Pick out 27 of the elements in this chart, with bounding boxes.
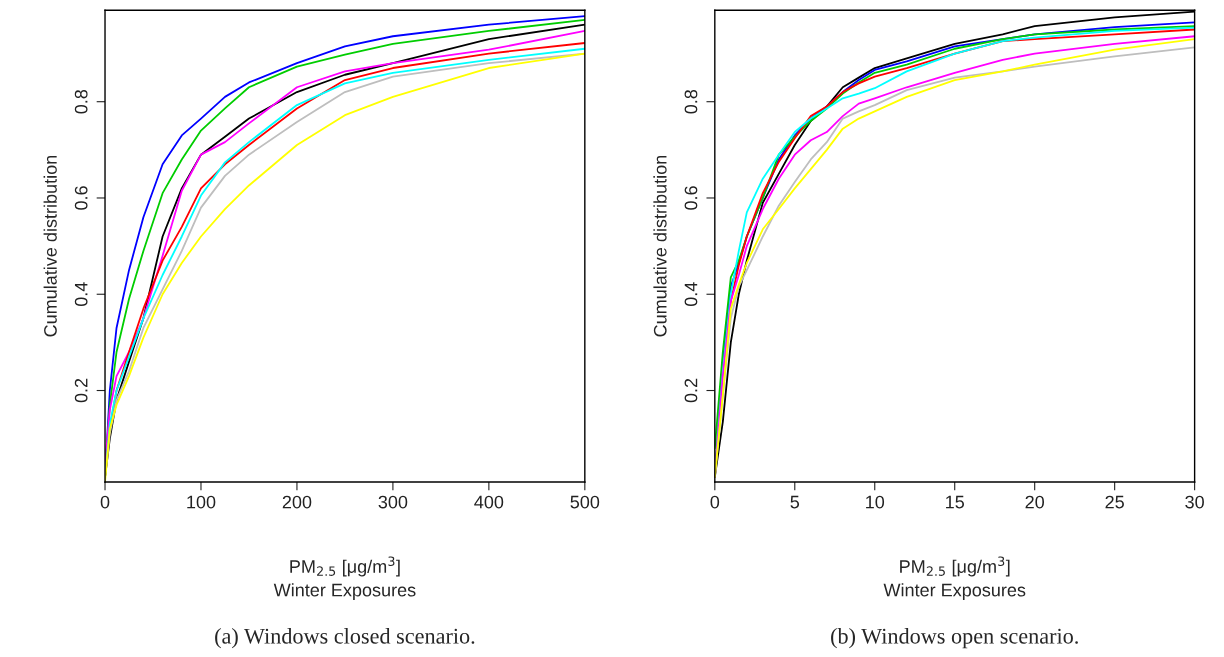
- x-tick-label: 20: [1025, 495, 1045, 509]
- x-tick-label: 500: [570, 495, 600, 509]
- y-tick-label: 0.6: [74, 186, 88, 210]
- x-tick-label: 25: [1105, 495, 1124, 509]
- y-tick-label: 0.4: [684, 282, 698, 307]
- x-tick-label: 100: [187, 495, 216, 509]
- x-tick-label: 0: [100, 495, 110, 509]
- y-tick-label: 0.2: [684, 378, 698, 403]
- x-tick-label: 30: [1185, 495, 1204, 509]
- y-tick-label: 0.8: [684, 89, 698, 114]
- x-tick-label: 5: [790, 495, 800, 509]
- y-tick-label: 0.2: [74, 378, 88, 403]
- y-tick-label: 0.6: [684, 186, 698, 210]
- x-tick-label: 300: [378, 495, 408, 509]
- text: (a) Windows closed scenario.: [215, 628, 475, 649]
- x-axis-title: PM$_{2.5}$ [μg/m$^{3}$] Winter Exposures: [273, 556, 416, 601]
- x-tick-label: 400: [474, 495, 504, 509]
- y-tick-label: 0.8: [74, 89, 88, 114]
- x-tick-label: 10: [866, 495, 885, 509]
- y-axis-title: Cumulative distribution: [653, 155, 667, 337]
- text: (b) Windows open scenario.: [831, 628, 1078, 649]
- x-tick-label: 200: [282, 495, 312, 509]
- x-tick-label: 0: [710, 495, 720, 509]
- y-axis-title: Cumulative distribution: [43, 155, 57, 337]
- x-tick-label: 15: [946, 495, 965, 509]
- y-tick-label: 0.4: [74, 282, 88, 307]
- x-axis-title: PM$_{2.5}$ [μg/m$^{3}$] Winter Exposures: [883, 556, 1026, 601]
